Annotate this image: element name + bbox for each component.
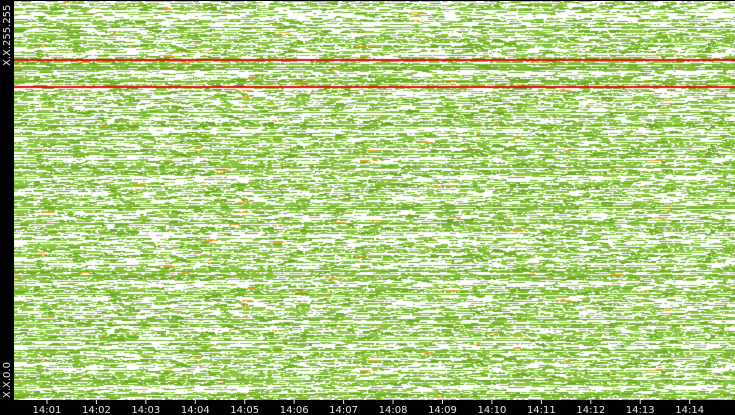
x-tick-label: 14:07 — [329, 405, 358, 415]
x-tick-label: 14:01 — [33, 405, 62, 415]
x-tick-label: 14:06 — [280, 405, 309, 415]
x-tick-label: 14:04 — [181, 405, 210, 415]
y-tick-label-bottom: X.X.0.0 — [2, 362, 13, 398]
y-axis: X.X.255.255 X.X.0.0 — [2, 5, 13, 398]
x-tick-label: 14:02 — [82, 405, 111, 415]
x-tick-label: 14:03 — [131, 405, 160, 415]
x-tick-label: 14:08 — [379, 405, 408, 415]
x-tick-label: 14:12 — [576, 405, 605, 415]
x-tick-label: 14:10 — [478, 405, 507, 415]
x-tick-label: 14:13 — [626, 405, 655, 415]
x-tick-label: 14:14 — [675, 405, 704, 415]
x-tick-label: 14:11 — [527, 405, 556, 415]
x-axis: 14:01 14:02 14:03 14:04 14:05 14:06 14:07 14:08… — [33, 400, 704, 415]
heatmap-plot-area — [14, 1, 735, 400]
x-tick-label: 14:09 — [428, 405, 457, 415]
x-tick-label: 14:05 — [230, 405, 259, 415]
heatmap-cells — [14, 1, 735, 400]
y-tick-label-top: X.X.255.255 — [2, 5, 13, 66]
